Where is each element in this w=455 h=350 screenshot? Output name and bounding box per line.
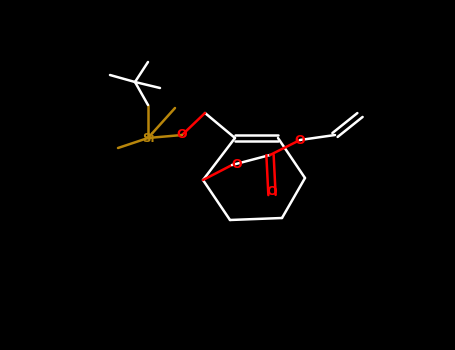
Text: O: O xyxy=(267,185,277,198)
Text: O: O xyxy=(295,133,305,147)
Text: O: O xyxy=(231,159,242,172)
Text: Si: Si xyxy=(142,132,154,145)
Text: O: O xyxy=(177,128,187,141)
